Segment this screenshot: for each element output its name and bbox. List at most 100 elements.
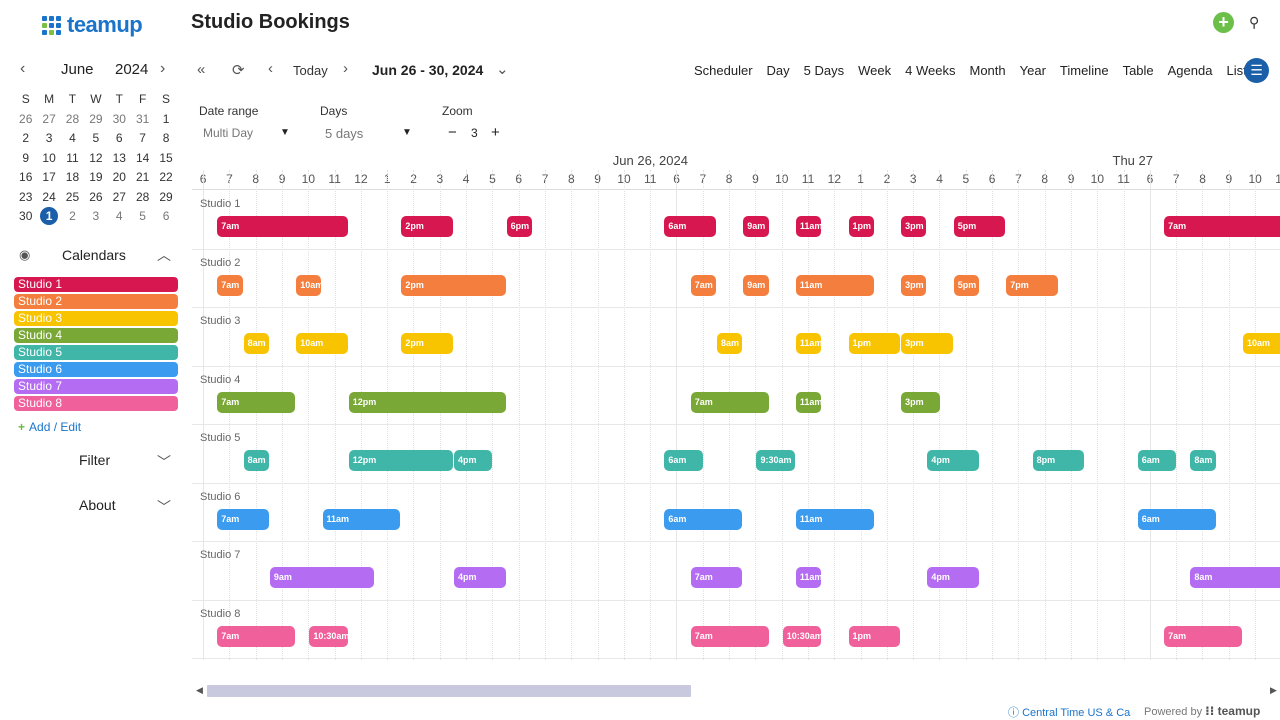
event-block[interactable]: 9am <box>743 274 769 296</box>
day-cell[interactable]: 31 <box>131 110 154 130</box>
timezone-link[interactable]: ⓘ Central Time US & Ca <box>1008 707 1131 719</box>
day-cell[interactable]: 25 <box>61 188 84 208</box>
event-block[interactable]: 1pm <box>848 216 874 237</box>
day-cell[interactable]: 6 <box>154 207 177 227</box>
event-block[interactable]: 11am <box>795 216 822 237</box>
day-cell[interactable]: 8 <box>154 129 177 149</box>
event-block[interactable]: 7am <box>217 274 243 296</box>
horizontal-scrollbar[interactable] <box>204 685 1268 697</box>
event-block[interactable]: 4pm <box>927 567 979 588</box>
event-block[interactable]: 6am <box>664 216 716 237</box>
event-block[interactable]: 5pm <box>953 274 979 296</box>
view-tab-year[interactable]: Year <box>1019 63 1046 78</box>
event-block[interactable]: 7pm <box>1006 274 1058 296</box>
day-cell[interactable]: 30 <box>108 110 131 130</box>
day-cell[interactable]: 10 <box>37 149 60 169</box>
event-block[interactable]: 8am <box>717 333 743 354</box>
zoom-in-button[interactable]: + <box>491 124 500 141</box>
today-day-cell[interactable]: 1 <box>37 207 60 227</box>
add-edit-calendars-link[interactable]: + Add / Edit <box>18 420 81 434</box>
today-button[interactable]: Today <box>293 63 328 78</box>
view-tab-day[interactable]: Day <box>766 63 790 78</box>
event-block[interactable]: 6pm <box>506 216 532 237</box>
view-tab-agenda[interactable]: Agenda <box>1167 63 1213 78</box>
day-cell[interactable]: 4 <box>108 207 131 227</box>
day-cell[interactable]: 14 <box>131 149 154 169</box>
day-cell[interactable]: 28 <box>61 110 84 130</box>
event-block[interactable]: 2pm <box>401 216 453 237</box>
mini-prev-month-icon[interactable]: ‹ <box>20 60 26 77</box>
teamup-logo[interactable]: teamup <box>42 12 143 38</box>
mini-calendar-year[interactable]: 2024 <box>115 61 149 78</box>
day-cell[interactable]: 18 <box>61 168 84 188</box>
calendar-item-4[interactable]: Studio 4 <box>14 328 178 343</box>
event-block[interactable]: 7am <box>690 274 716 296</box>
event-block[interactable]: 10am <box>296 274 322 296</box>
day-cell[interactable]: 15 <box>154 149 177 169</box>
event-block[interactable]: 1pm <box>848 333 901 354</box>
event-block[interactable]: 7am <box>690 625 769 647</box>
event-block[interactable]: 5pm <box>953 216 1006 237</box>
event-block[interactable]: 7am <box>1164 216 1280 237</box>
event-block[interactable]: 4pm <box>927 450 979 471</box>
calendar-item-8[interactable]: Studio 8 <box>14 396 178 411</box>
day-cell[interactable]: 2 <box>14 129 37 149</box>
powered-by[interactable]: Powered by ⁝⁝ teamup <box>1144 704 1261 718</box>
calendar-item-1[interactable]: Studio 1 <box>14 277 178 292</box>
day-cell[interactable]: 29 <box>154 188 177 208</box>
search-icon[interactable]: ⚲ <box>1249 14 1260 30</box>
day-cell[interactable]: 13 <box>108 149 131 169</box>
event-block[interactable]: 8pm <box>1032 450 1085 471</box>
date-range-label[interactable]: Jun 26 - 30, 2024 <box>372 62 484 78</box>
day-cell[interactable]: 3 <box>37 129 60 149</box>
view-tab-timeline[interactable]: Timeline <box>1059 63 1109 78</box>
calendar-item-5[interactable]: Studio 5 <box>14 345 178 360</box>
event-block[interactable]: 11am <box>795 567 822 588</box>
day-cell[interactable]: 26 <box>84 188 107 208</box>
view-tab-list[interactable]: List <box>1226 63 1247 78</box>
scrollbar-thumb[interactable] <box>207 685 691 697</box>
event-block[interactable]: 10:30am <box>782 625 822 647</box>
view-tab-table[interactable]: Table <box>1122 63 1154 78</box>
chevron-up-icon[interactable]: ︿ <box>157 247 171 263</box>
day-cell[interactable]: 2 <box>61 207 84 227</box>
jump-back-icon[interactable]: « <box>197 61 206 78</box>
day-cell[interactable]: 20 <box>108 168 131 188</box>
day-cell[interactable]: 7 <box>131 129 154 149</box>
event-block[interactable]: 2pm <box>401 274 506 296</box>
day-cell[interactable]: 19 <box>84 168 107 188</box>
view-tab-month[interactable]: Month <box>969 63 1006 78</box>
event-block[interactable]: 3pm <box>901 274 927 296</box>
event-block[interactable]: 11am <box>795 391 822 413</box>
event-block[interactable]: 3pm <box>901 391 940 413</box>
day-cell[interactable]: 5 <box>131 207 154 227</box>
day-cell[interactable]: 17 <box>37 168 60 188</box>
event-block[interactable]: 11am <box>795 508 874 530</box>
day-cell[interactable]: 9 <box>14 149 37 169</box>
day-cell[interactable]: 24 <box>37 188 60 208</box>
day-cell[interactable]: 28 <box>131 188 154 208</box>
mini-next-month-icon[interactable]: › <box>160 60 166 77</box>
event-block[interactable]: 9am <box>743 216 769 237</box>
day-cell[interactable]: 12 <box>84 149 107 169</box>
day-cell[interactable]: 29 <box>84 110 107 130</box>
event-block[interactable]: 9:30am <box>756 450 795 471</box>
day-cell[interactable]: 4 <box>61 129 84 149</box>
calendars-header[interactable]: ◉ Calendars ︿ <box>14 245 179 265</box>
event-block[interactable]: 10:30am <box>309 625 348 647</box>
event-block[interactable]: 10am <box>296 333 348 354</box>
event-block[interactable]: 8am <box>243 450 269 471</box>
calendar-item-7[interactable]: Studio 7 <box>14 379 178 394</box>
event-block[interactable]: 6am <box>1137 508 1216 530</box>
event-block[interactable]: 7am <box>217 625 296 647</box>
event-block[interactable]: 3pm <box>901 333 953 354</box>
event-block[interactable]: 11am <box>322 508 401 530</box>
event-block[interactable]: 11am <box>795 274 874 296</box>
event-block[interactable]: 2pm <box>401 333 453 354</box>
event-block[interactable]: 4pm <box>454 450 493 471</box>
calendar-item-3[interactable]: Studio 3 <box>14 311 178 326</box>
day-cell[interactable]: 16 <box>14 168 37 188</box>
event-block[interactable]: 7am <box>217 216 348 237</box>
event-block[interactable]: 7am <box>690 567 743 588</box>
event-block[interactable]: 6am <box>1137 450 1177 471</box>
